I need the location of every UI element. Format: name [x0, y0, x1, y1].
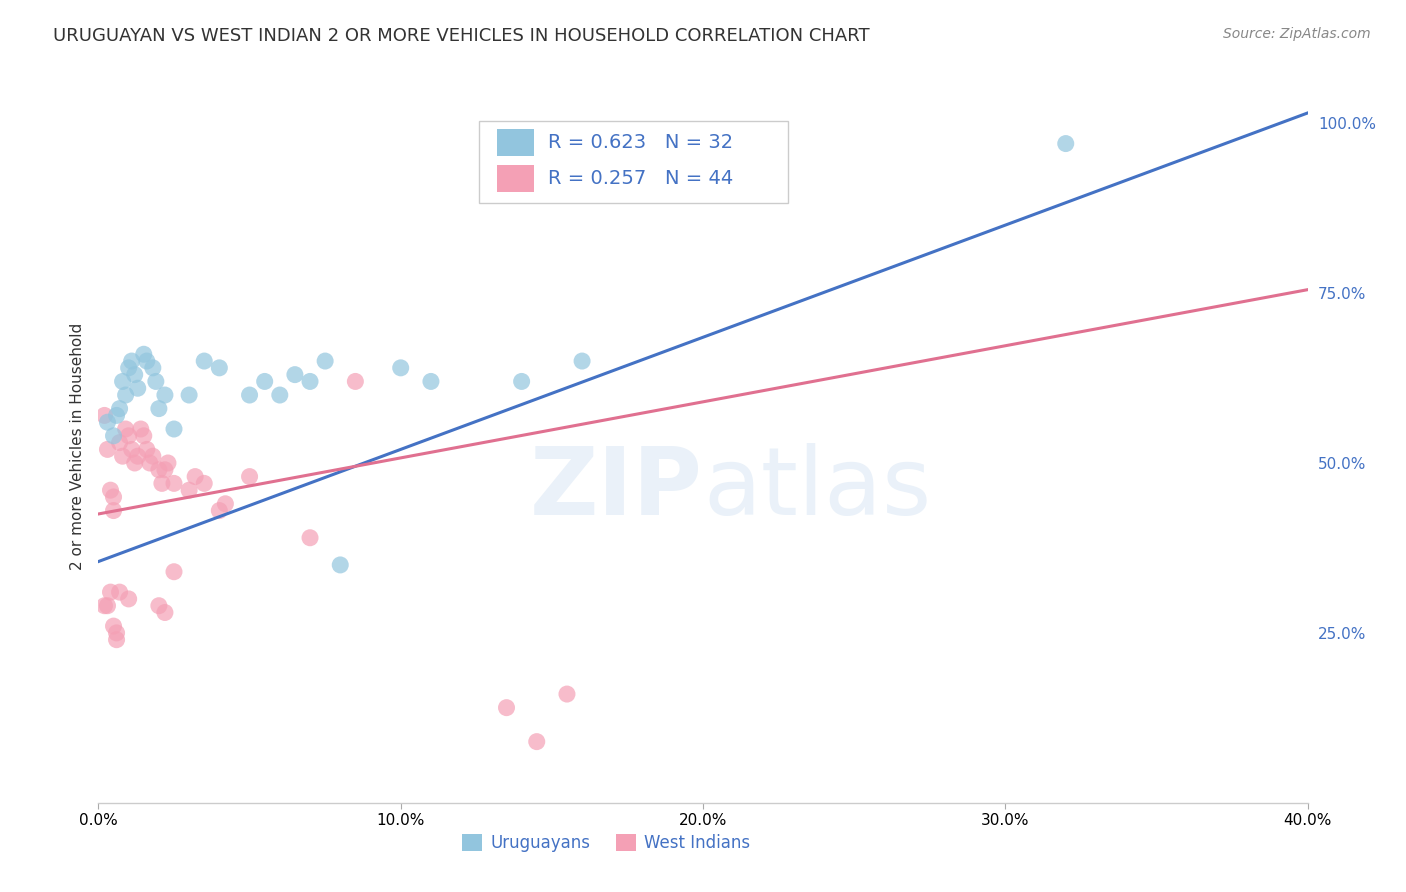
Text: R = 0.623   N = 32: R = 0.623 N = 32 [548, 133, 734, 153]
Point [132, 347, 155, 361]
Point [121, 442, 143, 457]
Point [179, 388, 201, 402]
Point [269, 388, 291, 402]
Point [526, 734, 548, 748]
Y-axis label: 2 or more Vehicles in Household: 2 or more Vehicles in Household [69, 322, 84, 570]
Point [555, 687, 578, 701]
Point [1054, 136, 1077, 151]
Point [163, 476, 186, 491]
Point [111, 449, 134, 463]
Point [129, 422, 152, 436]
Point [142, 449, 165, 463]
Point [510, 375, 533, 389]
Point [208, 360, 231, 375]
Point [153, 463, 176, 477]
Point [108, 435, 131, 450]
Point [299, 375, 322, 389]
Point [153, 606, 176, 620]
Point [239, 388, 262, 402]
FancyBboxPatch shape [498, 165, 534, 192]
Point [420, 375, 443, 389]
Point [284, 368, 307, 382]
Text: R = 0.257   N = 44: R = 0.257 N = 44 [548, 169, 734, 188]
Text: URUGUAYAN VS WEST INDIAN 2 OR MORE VEHICLES IN HOUSEHOLD CORRELATION CHART: URUGUAYAN VS WEST INDIAN 2 OR MORE VEHIC… [53, 27, 870, 45]
Point [156, 456, 179, 470]
Point [103, 490, 125, 504]
Point [114, 422, 136, 436]
Point [100, 585, 122, 599]
Point [132, 429, 155, 443]
Point [314, 354, 336, 368]
FancyBboxPatch shape [479, 121, 787, 203]
Point [148, 401, 170, 416]
Text: atlas: atlas [703, 442, 931, 535]
Point [127, 449, 149, 463]
Point [103, 429, 125, 443]
Point [135, 442, 157, 457]
Point [329, 558, 352, 572]
Point [214, 497, 236, 511]
Point [389, 360, 412, 375]
Point [150, 476, 173, 491]
Point [127, 381, 149, 395]
Legend: Uruguayans, West Indians: Uruguayans, West Indians [456, 827, 756, 859]
Point [124, 368, 146, 382]
Point [184, 469, 207, 483]
Point [96, 442, 118, 457]
Point [135, 354, 157, 368]
Point [118, 591, 141, 606]
Point [571, 354, 593, 368]
Point [103, 503, 125, 517]
Point [193, 476, 215, 491]
Point [93, 599, 115, 613]
Point [344, 375, 367, 389]
Point [96, 415, 118, 429]
Point [239, 469, 262, 483]
Point [153, 388, 176, 402]
FancyBboxPatch shape [498, 129, 534, 156]
Point [124, 456, 146, 470]
Point [105, 632, 128, 647]
Point [208, 503, 231, 517]
Point [108, 401, 131, 416]
Point [100, 483, 122, 498]
Point [103, 619, 125, 633]
Point [299, 531, 322, 545]
Point [93, 409, 115, 423]
Text: ZIP: ZIP [530, 442, 703, 535]
Point [105, 409, 128, 423]
Point [163, 565, 186, 579]
Point [114, 388, 136, 402]
Point [145, 375, 167, 389]
Point [139, 456, 162, 470]
Point [118, 429, 141, 443]
Point [111, 375, 134, 389]
Point [148, 463, 170, 477]
Point [193, 354, 215, 368]
Point [121, 354, 143, 368]
Point [495, 700, 517, 714]
Point [253, 375, 276, 389]
Point [179, 483, 201, 498]
Point [105, 626, 128, 640]
Text: Source: ZipAtlas.com: Source: ZipAtlas.com [1223, 27, 1371, 41]
Point [96, 599, 118, 613]
Point [118, 360, 141, 375]
Point [108, 585, 131, 599]
Point [148, 599, 170, 613]
Point [142, 360, 165, 375]
Point [163, 422, 186, 436]
